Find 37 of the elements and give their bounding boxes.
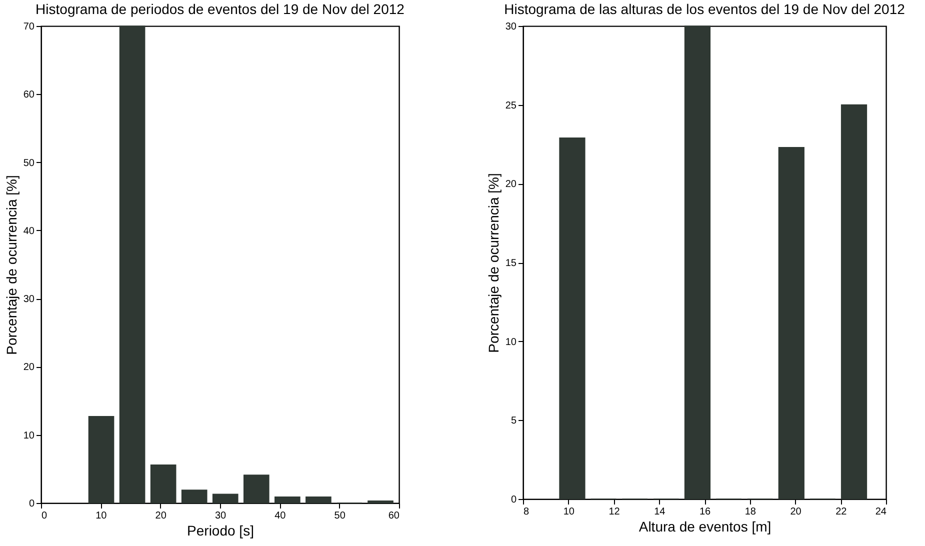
x-tick-label: 18: [744, 506, 756, 518]
y-tick-label: 0: [510, 494, 517, 506]
x-tick-label: 0: [42, 510, 48, 522]
x-axis-title: Periodo [s]: [187, 522, 254, 538]
x-tick-label: 24: [875, 506, 887, 518]
x-tick-label: 50: [334, 510, 346, 522]
x-tick-label: 10: [96, 510, 108, 522]
chart-title: Histograma de periodos de eventos del 19 de Nov del 2012: [36, 1, 405, 17]
y-tick-label: 5: [510, 416, 517, 427]
x-tick-label: 40: [274, 510, 286, 522]
x-tick-label: 20: [155, 510, 167, 522]
y-tick-label: 60: [23, 90, 35, 101]
x-tick-label: 20: [790, 506, 802, 518]
x-tick-label: 22: [836, 506, 848, 518]
y-tick-label: 70: [23, 22, 35, 32]
y-tick-label: 40: [23, 226, 35, 237]
y-tick-label: 20: [23, 362, 35, 374]
x-tick-label: 8: [524, 506, 530, 518]
y-tick-label: 30: [23, 294, 35, 306]
chart-title: Histograma de las alturas de los eventos del 19 de Nov del 2012: [504, 1, 906, 17]
y-tick-label: 10: [505, 336, 517, 348]
y-tick-label: 10: [23, 430, 35, 442]
y-tick-label: 30: [505, 22, 517, 32]
y-axis-title: Porcentaje de ocurrencia [%]: [485, 173, 502, 353]
x-tick-label: 30: [214, 510, 226, 522]
y-axis-title: Porcentaje de ocurrencia [%]: [3, 175, 20, 355]
y-tick-label: 20: [505, 179, 517, 190]
x-tick-label: 14: [654, 506, 666, 518]
y-tick-label: 50: [23, 158, 35, 169]
x-tick-label: 60: [388, 510, 400, 522]
y-tick-label: 15: [505, 258, 517, 269]
y-tick-label: 25: [505, 100, 517, 112]
x-axis-title: Altura de eventos [m]: [638, 518, 772, 534]
x-tick-label: 12: [608, 506, 620, 518]
x-tick-label: 10: [563, 506, 575, 518]
x-tick-label: 16: [699, 506, 711, 518]
y-tick-label: 0: [28, 498, 35, 510]
